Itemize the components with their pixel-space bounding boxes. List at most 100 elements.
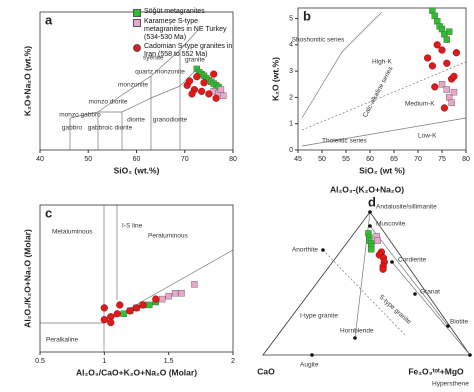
x-tick-label: 50 <box>318 156 326 163</box>
field-label: diorite <box>127 117 145 124</box>
marker <box>431 83 439 91</box>
marker <box>205 90 213 98</box>
marker <box>450 72 458 80</box>
x-tick-label: 55 <box>342 156 350 163</box>
x-tick-label: 70 <box>414 156 422 163</box>
mineral-label: Cordierite <box>398 257 427 264</box>
legend-marker <box>133 19 141 27</box>
legend-entry: Karameşe S-type metagranites in NE Turke… <box>133 18 233 42</box>
field-label: I-S line <box>122 223 143 230</box>
marker <box>198 87 206 95</box>
ternary-frame <box>262 211 471 356</box>
panel-label: c <box>45 205 52 220</box>
legend-entry: Cadomian S-type granites in Iran (558 to… <box>133 43 233 59</box>
marker <box>428 62 437 70</box>
marker <box>212 94 220 102</box>
x-tick-label: 1 <box>102 358 106 365</box>
x-tick-label: 60 <box>366 156 374 163</box>
marker <box>452 49 461 57</box>
apex-label: Al₂O₃-(K₂O+Na₂O) <box>330 184 404 194</box>
field-label: Peralkaline <box>46 337 79 344</box>
field-boundary <box>69 29 201 150</box>
marker <box>448 99 455 106</box>
x-tick-label: 80 <box>462 156 470 163</box>
field-label: Peraluminous <box>148 233 188 240</box>
marker <box>191 281 198 288</box>
field-label: Low-K <box>418 133 437 140</box>
apex-label: Fe₂O₃ᵗᵒᵗ+MgO <box>408 366 464 376</box>
marker <box>120 310 127 317</box>
x-tick-label: 2 <box>231 358 235 365</box>
field-label: syenite <box>143 55 164 62</box>
marker <box>443 59 451 67</box>
series-boundary <box>301 11 383 119</box>
marker <box>220 92 227 99</box>
x-axis-label: Al₂O₃/CaO+K₂O+Na₂O (Molar) <box>76 367 197 377</box>
marker <box>171 290 179 297</box>
legend-label: Cadomian S-type granites in Iran (558 to… <box>144 43 233 58</box>
plot-frame <box>39 204 234 353</box>
field-label: gabbro <box>62 125 83 132</box>
legend: Söğüt metagranites Karameşe S-type metagr… <box>133 8 233 60</box>
marker <box>374 237 381 244</box>
marker <box>217 86 225 93</box>
mineral-label: Hornblende <box>340 328 374 335</box>
mineral-label: Biotite <box>450 319 468 326</box>
field-label: monzonite <box>118 82 148 89</box>
legend-marker <box>133 9 141 17</box>
marker <box>188 90 196 98</box>
panel-label: a <box>45 12 53 27</box>
plot-frame <box>297 7 467 151</box>
marker <box>443 86 450 93</box>
x-tick-label: 75 <box>438 156 446 163</box>
x-tick-label: 45 <box>294 156 302 163</box>
x-tick-label: 50 <box>84 156 92 163</box>
marker <box>165 292 172 300</box>
field-label: Metaluminous <box>52 229 93 236</box>
field-label: quartz monzonite <box>135 69 185 76</box>
apex-label: CaO <box>257 366 275 376</box>
x-tick-label: 70 <box>181 156 189 163</box>
field-label: monzo diorite <box>88 99 127 106</box>
field-label: Calc-alkaline series <box>362 65 395 119</box>
marker <box>424 54 432 62</box>
marker <box>438 46 446 54</box>
marker <box>100 304 108 312</box>
x-tick-label: 1.5 <box>164 358 174 365</box>
legend-label: Karameşe S-type metagranites in NE Turke… <box>144 18 227 41</box>
x-axis-label: SiO₂ (wt %) <box>359 165 405 175</box>
x-tick-label: 40 <box>36 156 44 163</box>
marker <box>193 73 201 81</box>
y-axis-label: K₂O+Na₂O (wt.%) <box>22 46 32 116</box>
panel-label: b <box>303 8 311 23</box>
y-axis-label: Al₂O₃/K₂O+Na₂O (Molar) <box>22 229 32 328</box>
marker <box>113 310 121 318</box>
marker <box>367 245 375 253</box>
marker <box>210 70 218 78</box>
mineral-label: Hypersthene <box>432 381 469 388</box>
marker <box>379 265 387 273</box>
field-label: granite <box>185 57 205 64</box>
y-tick-label: 1 <box>289 121 293 128</box>
mineral-label: Granat <box>420 289 440 296</box>
field-label: Shoshonitic series <box>292 37 345 44</box>
marker <box>438 81 446 88</box>
series-boundary <box>301 117 467 147</box>
marker <box>107 319 115 327</box>
marker <box>446 28 453 35</box>
marker <box>159 295 166 303</box>
mineral-label: Muscovite <box>376 221 406 228</box>
legend-entry: Söğüt metagranites <box>133 8 233 17</box>
marker <box>185 77 194 85</box>
marker <box>152 295 160 303</box>
marker <box>443 36 450 43</box>
marker <box>132 304 141 312</box>
field-label: Medium-K <box>405 101 435 108</box>
marker <box>126 307 134 315</box>
marker <box>139 301 147 309</box>
y-axis-label: K₂O (wt.%) <box>270 57 280 101</box>
legend-label: Söğüt metagranites <box>144 8 205 15</box>
x-tick-label: 60 <box>133 156 141 163</box>
